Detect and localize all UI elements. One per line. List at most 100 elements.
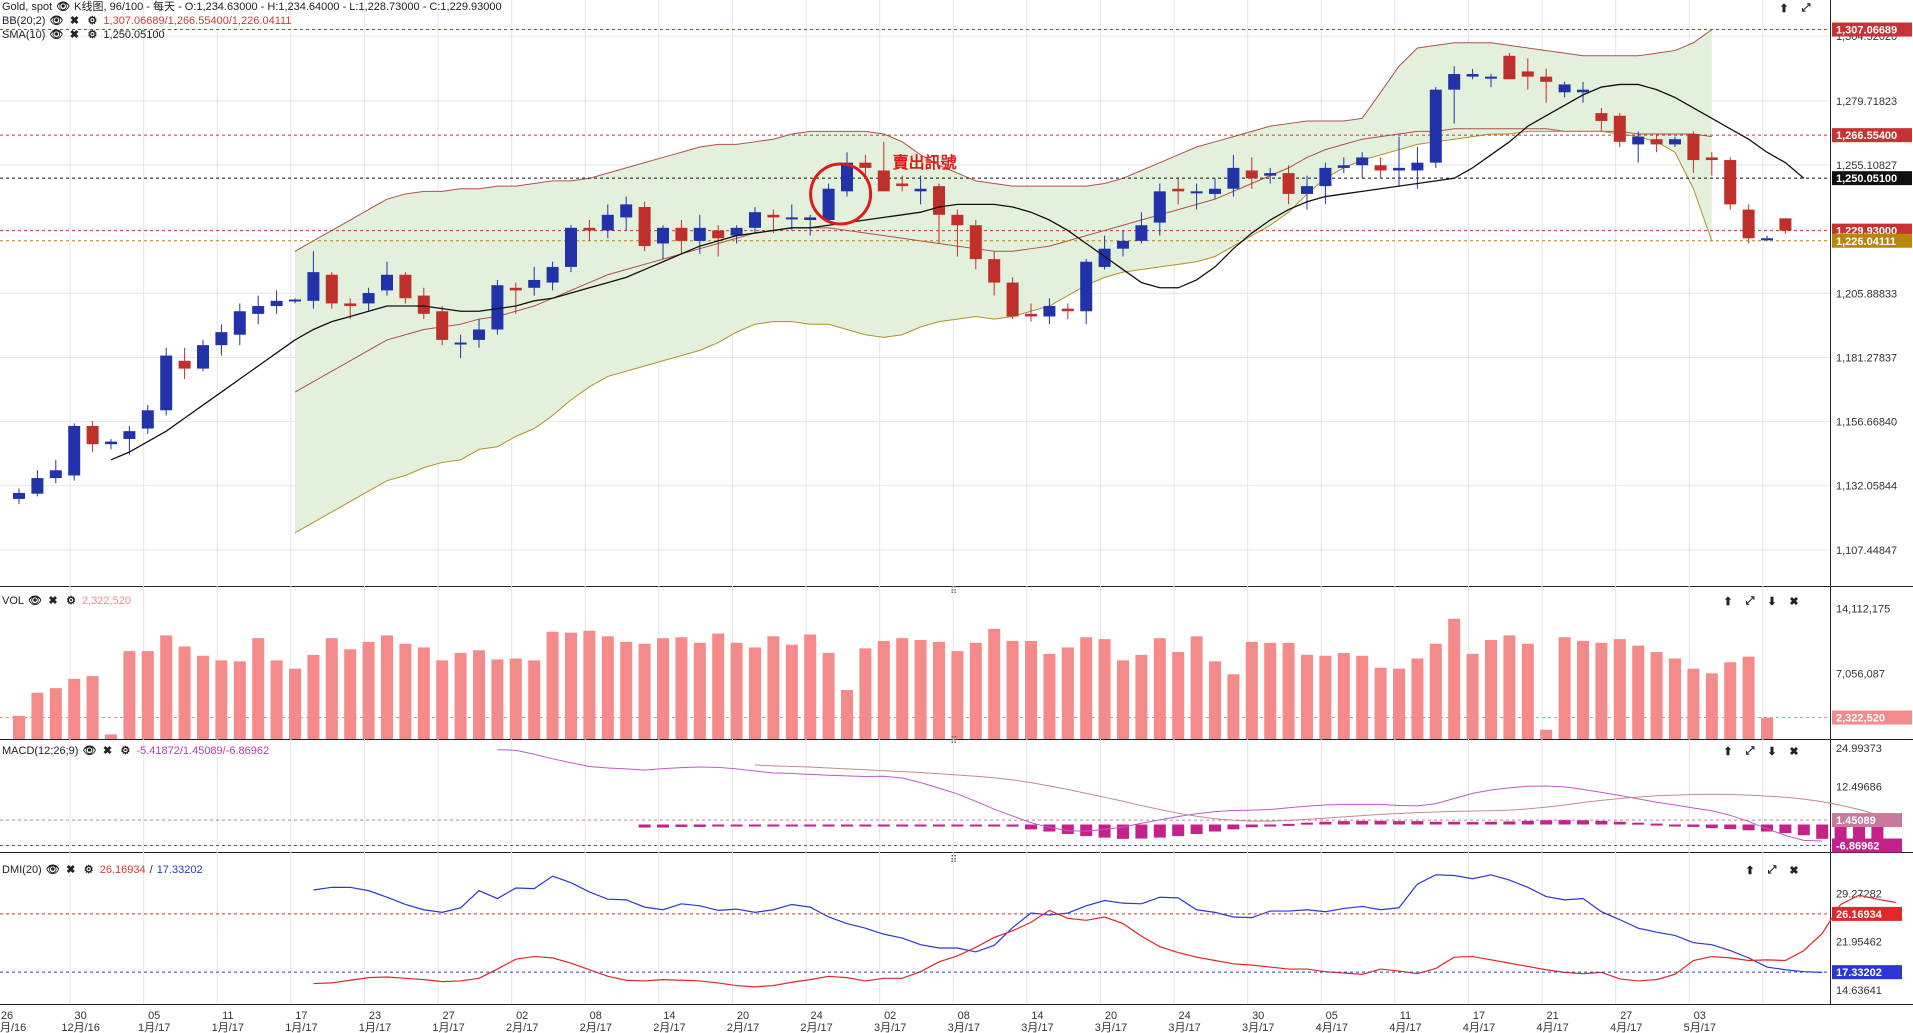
candle-body <box>1337 165 1350 168</box>
volume-bar <box>1117 660 1129 739</box>
x-tick-month: 1月/17 <box>212 1022 244 1033</box>
close-icon[interactable]: ✖ <box>48 595 58 607</box>
arrow-up-icon[interactable]: ⬆ <box>1723 746 1733 758</box>
bb-middle-line <box>294 128 1712 393</box>
volume-bar <box>1393 668 1405 739</box>
candle-body <box>436 311 449 340</box>
volume-bar <box>1485 640 1497 739</box>
close-icon[interactable]: ✖ <box>102 745 113 757</box>
price-label-box <box>1832 838 1902 853</box>
expand-icon[interactable]: ⤢ <box>1767 864 1777 876</box>
arrow-up-icon[interactable]: ⬆ <box>1779 3 1789 15</box>
candle-body <box>951 214 964 226</box>
arrow-up-icon[interactable]: ⬆ <box>1745 865 1755 877</box>
candle-body <box>473 329 485 340</box>
candle-body <box>1227 167 1240 189</box>
close-icon[interactable]: ✖ <box>69 29 80 41</box>
candle-body <box>31 478 44 494</box>
eye-icon[interactable]: 👁 <box>45 864 60 876</box>
eye-icon[interactable]: 👁 <box>28 595 42 607</box>
candle-body <box>233 311 246 335</box>
macd-histogram-bar <box>1540 820 1553 825</box>
arrow-down-icon[interactable]: ⬇ <box>1767 596 1777 608</box>
gear-icon[interactable]: ⚙ <box>66 595 76 607</box>
volume-bar <box>1301 654 1313 739</box>
eye-icon[interactable]: 👁 <box>82 745 97 757</box>
eye-icon[interactable]: 👁 <box>49 15 64 27</box>
arrow-down-icon[interactable]: ⬇ <box>1767 746 1777 758</box>
close-icon[interactable]: ✖ <box>1789 865 1799 877</box>
macd-histogram-bar <box>638 824 651 828</box>
candle-body <box>1006 282 1019 317</box>
close-icon[interactable]: ✖ <box>66 864 76 876</box>
x-tick-day: 02 <box>516 1010 528 1022</box>
main-panel-tools: ⬆ ⤢ <box>1776 2 1814 15</box>
volume-bar <box>473 650 485 739</box>
gear-icon[interactable]: ⚙ <box>87 15 98 27</box>
close-icon[interactable]: ✖ <box>69 15 80 27</box>
expand-icon[interactable]: ⤢ <box>1801 2 1811 14</box>
x-tick-month: 4月/17 <box>1316 1022 1348 1033</box>
x-tick-month: 3月/17 <box>948 1022 980 1033</box>
macd-histogram-bar <box>1816 824 1829 839</box>
x-tick-day: 24 <box>1178 1010 1190 1022</box>
bb-lower-line <box>294 130 1713 534</box>
gear-icon[interactable]: ⚙ <box>87 29 98 41</box>
x-tick-month: 2月/17 <box>653 1022 685 1033</box>
macd-histogram-bar <box>1577 820 1589 825</box>
macd-header: MACD(12;26;9) 👁 ✖ ⚙ -5.41872/1.45089/-6.… <box>2 744 269 758</box>
symbol-label: Gold, spot <box>2 1 53 13</box>
candle-body <box>1025 313 1037 317</box>
macd-histogram-bar <box>969 824 982 827</box>
macd-histogram-bar <box>1025 824 1037 830</box>
macd-histogram-bar <box>785 824 798 827</box>
candle-body <box>565 227 577 267</box>
expand-icon[interactable]: ⤢ <box>1745 745 1755 757</box>
volume-bar <box>436 660 449 739</box>
gear-icon[interactable]: ⚙ <box>120 745 131 757</box>
sma-value: 1,250.05100 <box>103 29 165 41</box>
candle-body <box>178 360 191 369</box>
volume-bar <box>1503 635 1516 739</box>
expand-icon[interactable]: ⤢ <box>1745 595 1755 607</box>
close-icon[interactable]: ✖ <box>1789 746 1799 758</box>
candle-body <box>1779 218 1792 231</box>
dmi-panel-tools: ⬆ ⤢ ✖ <box>1742 864 1802 877</box>
volume-bar <box>215 660 228 739</box>
volume-bar <box>1337 652 1350 739</box>
x-tick-month: 2月/17 <box>580 1022 612 1033</box>
eye-icon[interactable]: 👁 <box>49 29 64 41</box>
volume-bar <box>1043 653 1056 739</box>
volume-bar <box>1687 668 1700 739</box>
price-label-text: -6.86962 <box>1836 840 1879 852</box>
volume-bar <box>1282 642 1295 739</box>
grip-icon[interactable]: ⠿ <box>950 736 958 747</box>
macd-histogram-bar <box>1006 824 1019 827</box>
volume-bar <box>583 630 596 739</box>
eye-icon[interactable]: 👁 <box>56 1 71 13</box>
macd-histogram-bar <box>1834 824 1847 843</box>
x-tick-month: 4月/17 <box>1389 1022 1421 1033</box>
volume-bar <box>270 660 283 739</box>
candle-body <box>1153 191 1166 223</box>
candle-body <box>307 272 320 301</box>
arrow-up-icon[interactable]: ⬆ <box>1723 596 1733 608</box>
grip-icon[interactable]: ⠿ <box>950 586 958 597</box>
volume-bar <box>454 652 467 739</box>
volume-bar <box>1650 652 1663 739</box>
gear-icon[interactable]: ⚙ <box>83 864 94 876</box>
candle-body <box>877 170 890 192</box>
price-label-box <box>1832 128 1912 143</box>
macd-histogram-bar <box>1485 821 1497 825</box>
macd-histogram-bar <box>914 824 927 827</box>
x-tick-day: 30 <box>1252 1010 1264 1022</box>
close-icon[interactable]: ✖ <box>1789 596 1799 608</box>
candle-body <box>270 300 283 307</box>
candle-body <box>68 425 81 476</box>
candle-body <box>767 214 780 218</box>
candle-body <box>657 227 669 244</box>
grip-icon[interactable]: ⠿ <box>950 855 958 866</box>
volume-bar <box>233 661 246 739</box>
macd-histogram-bar <box>988 824 1001 827</box>
